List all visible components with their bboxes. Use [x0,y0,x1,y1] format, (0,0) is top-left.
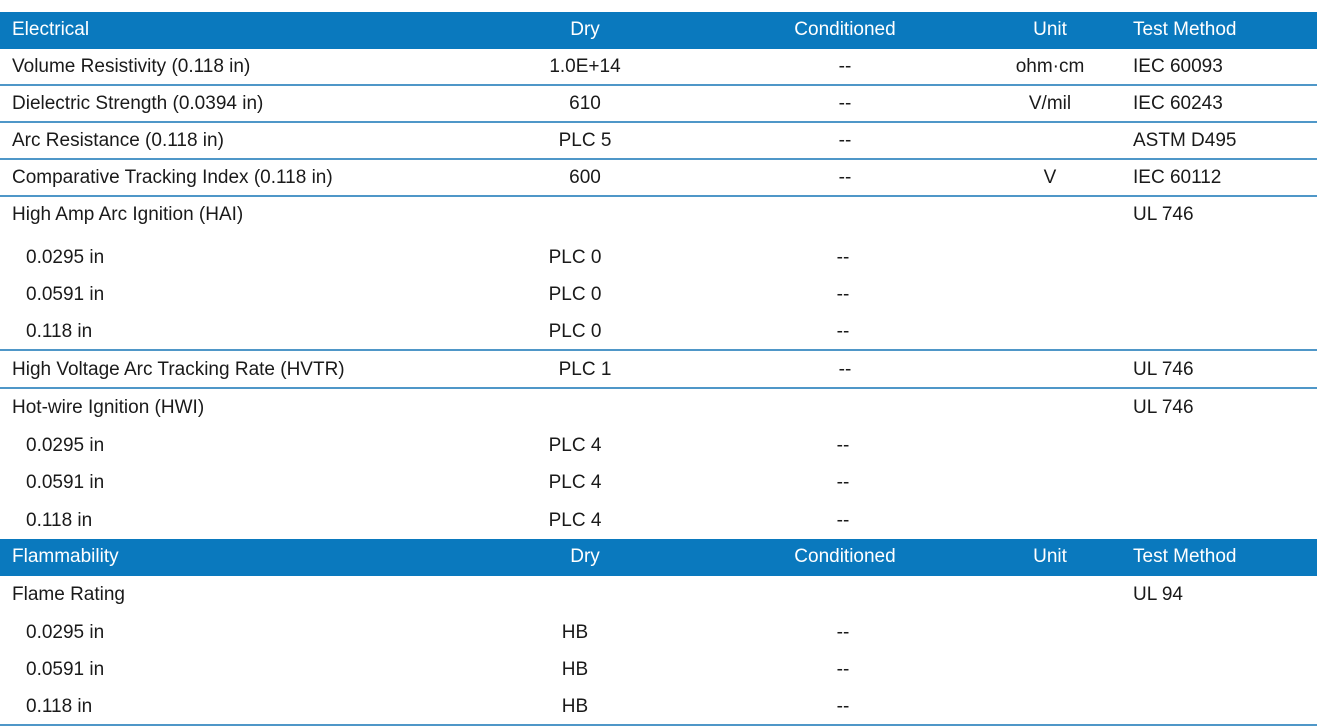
dry-value: PLC 1 [558,359,612,380]
unit-value: ohm·cm [1015,56,1085,77]
property-name: Hot-wire Ignition (HWI) [12,397,205,418]
conditioned-value: -- [836,321,850,342]
table-row: High Amp Arc Ignition (HAI) UL 746 [0,197,1317,234]
table-row: 0.0591 in PLC 0 -- [0,277,1317,314]
column-header-conditioned: Conditioned [794,19,896,40]
conditioned-value: -- [838,167,852,188]
section-title-flammability: Flammability [12,546,119,567]
test-method-value: ASTM D495 [1133,130,1237,151]
test-method-value: UL 746 [1133,204,1194,225]
dry-value: HB [561,659,589,680]
column-header-test-method: Test Method [1133,546,1237,567]
thickness-label: 0.0295 in [26,622,105,643]
dry-value: HB [561,622,589,643]
conditioned-value: -- [836,284,850,305]
dry-value: 610 [569,93,601,114]
table-row: High Voltage Arc Tracking Rate (HVTR) PL… [0,352,1317,389]
dry-value: 1.0E+14 [549,56,621,77]
table-row: 0.0295 in HB -- [0,615,1317,652]
unit-value: V/mil [1028,93,1072,114]
dry-value: 600 [569,167,601,188]
thickness-label: 0.118 in [26,321,93,342]
table-row: 0.118 in PLC 4 -- [0,503,1317,540]
column-header-test-method: Test Method [1133,19,1237,40]
property-name: Comparative Tracking Index (0.118 in) [12,167,333,188]
thickness-label: 0.0295 in [26,435,105,456]
conditioned-value: -- [838,93,852,114]
thickness-label: 0.118 in [26,510,93,531]
column-header-unit: Unit [1033,546,1067,567]
dry-value [470,577,700,612]
flammability-header-row: Flammability Dry Conditioned Unit Test M… [0,539,1317,576]
table-row: 0.0591 in PLC 4 -- [0,465,1317,502]
table-row: 0.0295 in PLC 0 -- [0,240,1317,277]
conditioned-value: -- [836,247,850,268]
conditioned-value: -- [838,130,852,151]
thickness-label: 0.118 in [26,696,93,717]
dry-value: PLC 4 [548,472,602,493]
conditioned-value: -- [838,359,852,380]
unit-value [990,390,1110,425]
table-row: Arc Resistance (0.118 in) PLC 5 -- ASTM … [0,123,1317,160]
property-name: High Voltage Arc Tracking Rate (HVTR) [12,359,345,380]
test-method-value: IEC 60112 [1133,167,1222,188]
conditioned-value: -- [836,659,850,680]
test-method-value: IEC 60093 [1133,56,1223,77]
unit-value [990,123,1110,158]
conditioned-value: -- [836,472,850,493]
property-name: High Amp Arc Ignition (HAI) [12,204,244,225]
dry-value: HB [561,696,589,717]
dry-value: PLC 4 [548,510,602,531]
conditioned-value: -- [836,435,850,456]
section-title-electrical: Electrical [12,19,90,40]
conditioned-value [730,390,960,425]
unit-value [990,577,1110,612]
property-name: Arc Resistance (0.118 in) [12,130,224,151]
unit-value [990,197,1110,232]
conditioned-value: -- [838,56,852,77]
thickness-label: 0.0591 in [26,659,105,680]
table-row: 0.118 in HB -- [0,689,1317,726]
test-method-value: IEC 60243 [1133,93,1223,114]
dry-value: PLC 5 [558,130,612,151]
conditioned-value [730,197,960,232]
table-row: 0.0295 in PLC 4 -- [0,428,1317,465]
test-method-value: UL 94 [1133,584,1183,605]
electrical-header-row: Electrical Dry Conditioned Unit Test Met… [0,12,1317,49]
conditioned-value [730,577,960,612]
column-header-dry: Dry [570,19,600,40]
table-row: 0.0591 in HB -- [0,652,1317,689]
dry-value [470,197,700,232]
property-name: Flame Rating [12,584,125,605]
unit-value: V [1043,167,1057,188]
table-row: Hot-wire Ignition (HWI) UL 746 [0,390,1317,427]
dry-value: PLC 4 [548,435,602,456]
table-row: Flame Rating UL 94 [0,577,1317,614]
unit-value [990,352,1110,387]
conditioned-value: -- [836,696,850,717]
column-header-dry: Dry [570,546,600,567]
thickness-label: 0.0591 in [26,284,105,305]
conditioned-value: -- [836,622,850,643]
dry-value: PLC 0 [548,247,602,268]
table-row: Volume Resistivity (0.118 in) 1.0E+14 --… [0,49,1317,86]
property-name: Volume Resistivity (0.118 in) [12,56,251,77]
test-method-value: UL 746 [1133,397,1194,418]
thickness-label: 0.0591 in [26,472,105,493]
thickness-label: 0.0295 in [26,247,105,268]
table-row: Comparative Tracking Index (0.118 in) 60… [0,160,1317,197]
column-header-unit: Unit [1033,19,1067,40]
table-row: Dielectric Strength (0.0394 in) 610 -- V… [0,86,1317,123]
column-header-conditioned: Conditioned [794,546,896,567]
test-method-value: UL 746 [1133,359,1194,380]
dry-value: PLC 0 [548,321,602,342]
property-name: Dielectric Strength (0.0394 in) [12,93,264,114]
conditioned-value: -- [836,510,850,531]
dry-value: PLC 0 [548,284,602,305]
table-row: 0.118 in PLC 0 -- [0,314,1317,351]
dry-value [470,390,700,425]
